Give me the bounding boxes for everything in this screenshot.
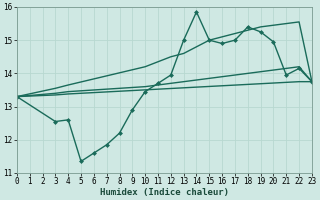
X-axis label: Humidex (Indice chaleur): Humidex (Indice chaleur): [100, 188, 229, 197]
